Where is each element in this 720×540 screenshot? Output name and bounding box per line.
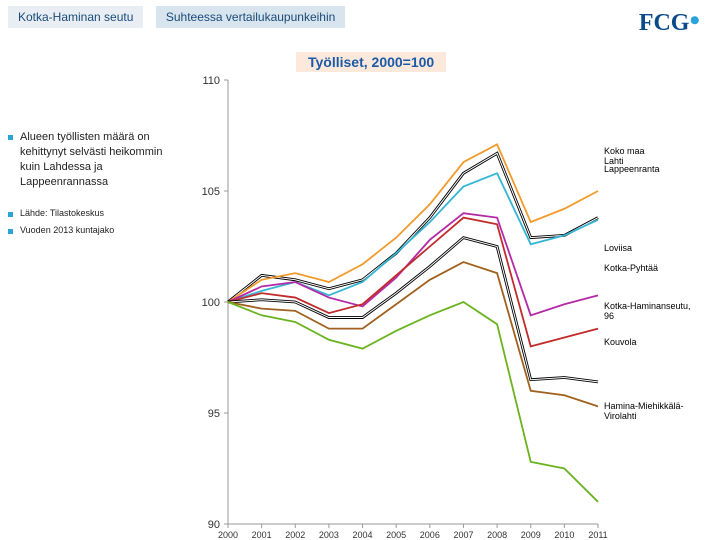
bullet-note: Vuoden 2013 kuntajako (8, 224, 178, 236)
svg-text:2009: 2009 (521, 530, 541, 538)
svg-text:2001: 2001 (252, 530, 272, 538)
bullet-source: Lähde: Tilastokeskus (8, 207, 178, 219)
series-label: Kotka-Haminanseutu,96 (604, 302, 691, 322)
svg-text:2010: 2010 (554, 530, 574, 538)
svg-text:110: 110 (202, 75, 220, 87)
svg-text:2003: 2003 (319, 530, 339, 538)
series-label: Loviisa (604, 244, 632, 254)
svg-text:2000: 2000 (218, 530, 238, 538)
top-bar: Kotka-Haminan seutu Suhteessa vertailuka… (8, 6, 712, 36)
tab-right: Suhteessa vertailukaupunkeihin (156, 6, 345, 28)
series-label: Kouvola (604, 338, 637, 348)
tab-left: Kotka-Haminan seutu (8, 6, 143, 28)
svg-text:2002: 2002 (285, 530, 305, 538)
svg-text:95: 95 (208, 408, 220, 420)
side-notes: Alueen työllisten määrä on kehittynyt se… (8, 130, 178, 240)
series-label: Lappeenranta (604, 165, 660, 175)
bullet-main: Alueen työllisten määrä on kehittynyt se… (8, 130, 178, 189)
chart-svg: 9095100105110200020012002200320042005200… (186, 40, 716, 538)
svg-text:105: 105 (202, 186, 220, 198)
svg-text:2011: 2011 (588, 530, 607, 538)
svg-text:2004: 2004 (353, 530, 373, 538)
series-Hamina-Miehikkälä-Virolahti (228, 302, 598, 502)
chart-area: Työlliset, 2000=100 90951001051102000200… (186, 40, 716, 538)
series-label: Koko maa (604, 147, 645, 157)
svg-text:100: 100 (202, 297, 220, 309)
series-label: Hamina-Miehikkälä-Virolahti (604, 402, 684, 422)
logo: FCG• (639, 10, 700, 37)
svg-text:2007: 2007 (453, 530, 473, 538)
svg-text:2005: 2005 (386, 530, 406, 538)
svg-text:2008: 2008 (487, 530, 507, 538)
svg-text:2006: 2006 (420, 530, 440, 538)
series-label: Kotka-Pyhtää (604, 264, 658, 274)
